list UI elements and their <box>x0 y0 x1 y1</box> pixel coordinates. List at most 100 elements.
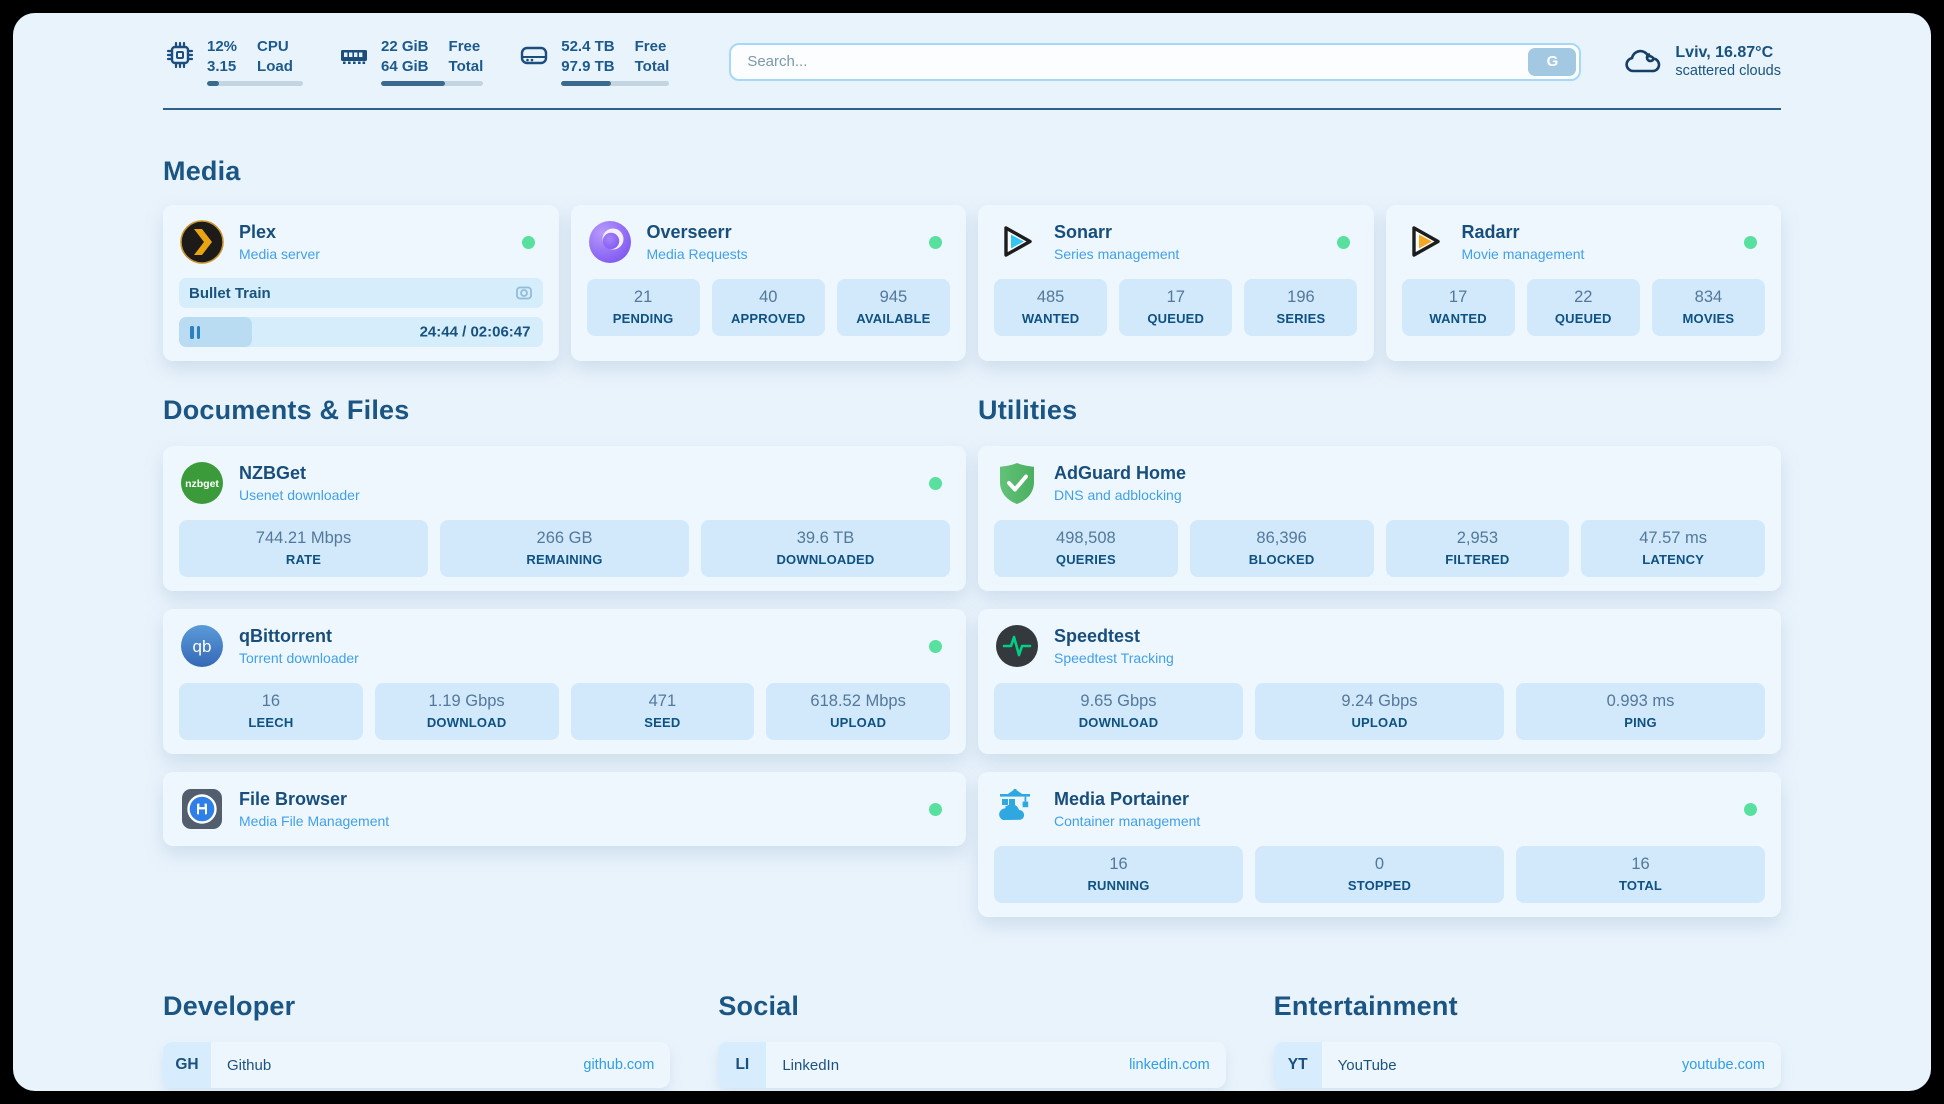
speedtest-card[interactable]: Speedtest Speedtest Tracking 9.65 Gbps DO… <box>978 609 1781 754</box>
plex-card[interactable]: Plex Media server Bullet Train <box>163 205 559 361</box>
plex-time: 24:44 / 02:06:47 <box>419 323 531 341</box>
speedtest-stat-download: 9.65 Gbps DOWNLOAD <box>994 683 1243 740</box>
qbittorrent-stat-leech: 16 LEECH <box>179 683 363 740</box>
plex-now-playing: Bullet Train <box>179 278 543 308</box>
link-youtube[interactable]: YT YouTube youtube.com <box>1273 1042 1781 1088</box>
portainer-stat-total: 16 TOTAL <box>1516 846 1765 903</box>
documents-section-title: Documents & Files <box>163 395 410 425</box>
speedtest-subtitle: Speedtest Tracking <box>1054 649 1174 666</box>
memory-progress-bar <box>381 81 484 86</box>
github-tag: GH <box>163 1042 211 1088</box>
speedtest-stat-ping: 0.993 ms PING <box>1516 683 1765 740</box>
radarr-subtitle: Movie management <box>1461 245 1585 262</box>
github-name: Github <box>227 1056 272 1074</box>
nzbget-card[interactable]: nzbget NZBGet Usenet downloader 744.21 M… <box>163 446 966 591</box>
adguard-card[interactable]: AdGuard Home DNS and adblocking 498,508 Q… <box>978 446 1781 591</box>
radarr-title: Radarr <box>1461 222 1520 243</box>
plex-progress-bar[interactable]: 24:44 / 02:06:47 <box>179 317 543 347</box>
adguard-stat-filtered: 2,953 FILTERED <box>1385 520 1570 577</box>
storage-free-value: 52.4 TB <box>561 38 615 55</box>
dashboard-panel: 12% 3.15 CPU Load <box>13 13 1931 1091</box>
adguard-stat-latency: 47.57 ms LATENCY <box>1581 520 1765 577</box>
memory-total-value: 64 GiB <box>381 57 429 75</box>
link-github[interactable]: GH Github github.com <box>163 1042 671 1088</box>
qbittorrent-status-dot <box>929 639 942 653</box>
media-section-title: Media <box>163 156 241 186</box>
cpu-label: CPU <box>257 38 289 55</box>
speedtest-title: Speedtest <box>1054 626 1141 647</box>
weather-location-temp: Lviv, 16.87°C <box>1675 44 1774 61</box>
overseerr-stat-approved: 40 APPROVED <box>711 279 825 336</box>
section-social: Social LI LinkedIn linkedin.com TW Twitt… <box>718 991 1226 1091</box>
portainer-stat-running: 16 RUNNING <box>994 846 1243 903</box>
github-url[interactable]: github.com <box>583 1057 655 1073</box>
weather-widget: Lviv, 16.87°C scattered clouds <box>1623 44 1781 79</box>
cpu-stat-group: 12% 3.15 CPU Load <box>163 37 303 86</box>
overseerr-stat-pending: 21 PENDING <box>586 279 700 336</box>
search-bar: G <box>729 42 1582 81</box>
overseerr-subtitle: Media Requests <box>646 245 748 262</box>
portainer-icon <box>999 789 1030 820</box>
qbittorrent-stat-upload: 618.52 Mbps UPLOAD <box>766 683 950 740</box>
sonarr-card[interactable]: Sonarr Series management 485 WANTED 17 QUE… <box>978 205 1374 361</box>
qbittorrent-title: qBittorrent <box>239 626 332 647</box>
plex-status-dot <box>521 235 535 249</box>
radarr-stat-queued: 22 QUEUED <box>1526 279 1640 336</box>
section-entertainment: Entertainment YT YouTube youtube.com NF … <box>1273 991 1781 1091</box>
sonarr-icon <box>1004 226 1032 257</box>
radarr-stat-movies: 834 MOVIES <box>1651 279 1765 336</box>
memory-stat-group: 22 GiB 64 GiB Free Total <box>337 37 484 86</box>
sonarr-title: Sonarr <box>1054 222 1113 243</box>
linkedin-url[interactable]: linkedin.com <box>1129 1057 1210 1073</box>
memory-total-label: Total <box>448 57 484 75</box>
storage-total-label: Total <box>634 57 670 75</box>
sonarr-stat-wanted: 485 WANTED <box>994 279 1108 336</box>
storage-progress-bar <box>561 81 670 86</box>
portainer-card[interactable]: Media Portainer Container management 16 R… <box>978 772 1781 917</box>
youtube-url[interactable]: youtube.com <box>1681 1057 1765 1073</box>
youtube-tag: YT <box>1273 1042 1322 1088</box>
portainer-subtitle: Container management <box>1054 812 1201 829</box>
overseerr-card[interactable]: Overseerr Media Requests 21 PENDING 40 APP… <box>570 205 966 361</box>
qbittorrent-subtitle: Torrent downloader <box>239 649 359 666</box>
sonarr-stat-series: 196 SERIES <box>1244 279 1358 336</box>
plex-now-playing-title: Bullet Train <box>189 284 271 302</box>
qbittorrent-icon: qb <box>181 625 223 667</box>
developer-section-title: Developer <box>163 991 296 1021</box>
qbittorrent-stat-seed: 471 SEED <box>570 683 755 740</box>
svg-text:nzbget: nzbget <box>185 478 219 490</box>
radarr-card[interactable]: Radarr Movie management 17 WANTED 22 QUEUE… <box>1385 205 1781 361</box>
filebrowser-card[interactable]: File Browser Media File Management <box>163 772 966 846</box>
nzbget-stat-rate: 744.21 Mbps RATE <box>179 520 428 577</box>
speedtest-stat-upload: 9.24 Gbps UPLOAD <box>1255 683 1504 740</box>
overseerr-title: Overseerr <box>646 222 732 243</box>
cpu-usage-value: 12% <box>207 38 238 55</box>
section-utilities: Utilities AdGuard Home DNS <box>978 395 1781 935</box>
qbittorrent-stat-download: 1.19 Gbps DOWNLOAD <box>374 683 559 740</box>
header-bar: 12% 3.15 CPU Load <box>13 13 1931 86</box>
qbittorrent-card[interactable]: qb qBittorrent Torrent downloader 16 LEEC… <box>163 609 966 754</box>
search-input[interactable] <box>729 42 1582 81</box>
linkedin-tag: LI <box>718 1042 767 1088</box>
filebrowser-title: File Browser <box>239 789 348 810</box>
section-documents: Documents & Files nzbget NZBGet Usenet d… <box>163 395 966 935</box>
filebrowser-status-dot <box>929 802 942 816</box>
adguard-subtitle: DNS and adblocking <box>1054 486 1182 503</box>
sonarr-stat-queued: 17 QUEUED <box>1119 279 1233 336</box>
overseerr-stat-available: 945 AVAILABLE <box>836 279 950 336</box>
pause-icon[interactable] <box>190 325 200 339</box>
cloud-icon <box>1625 49 1661 72</box>
sonarr-subtitle: Series management <box>1054 245 1180 262</box>
overseerr-status-dot <box>929 235 942 249</box>
radarr-status-dot <box>1744 235 1757 249</box>
camera-icon <box>515 286 532 300</box>
search-go-button[interactable]: G <box>1528 47 1577 76</box>
filebrowser-icon <box>182 789 222 829</box>
nzbget-title: NZBGet <box>239 463 306 484</box>
nzbget-subtitle: Usenet downloader <box>239 486 360 503</box>
filebrowser-subtitle: Media File Management <box>239 812 390 829</box>
linkedin-name: LinkedIn <box>782 1056 840 1074</box>
adguard-icon <box>1000 463 1034 504</box>
radarr-stat-wanted: 17 WANTED <box>1401 279 1515 336</box>
link-linkedin[interactable]: LI LinkedIn linkedin.com <box>718 1042 1226 1088</box>
